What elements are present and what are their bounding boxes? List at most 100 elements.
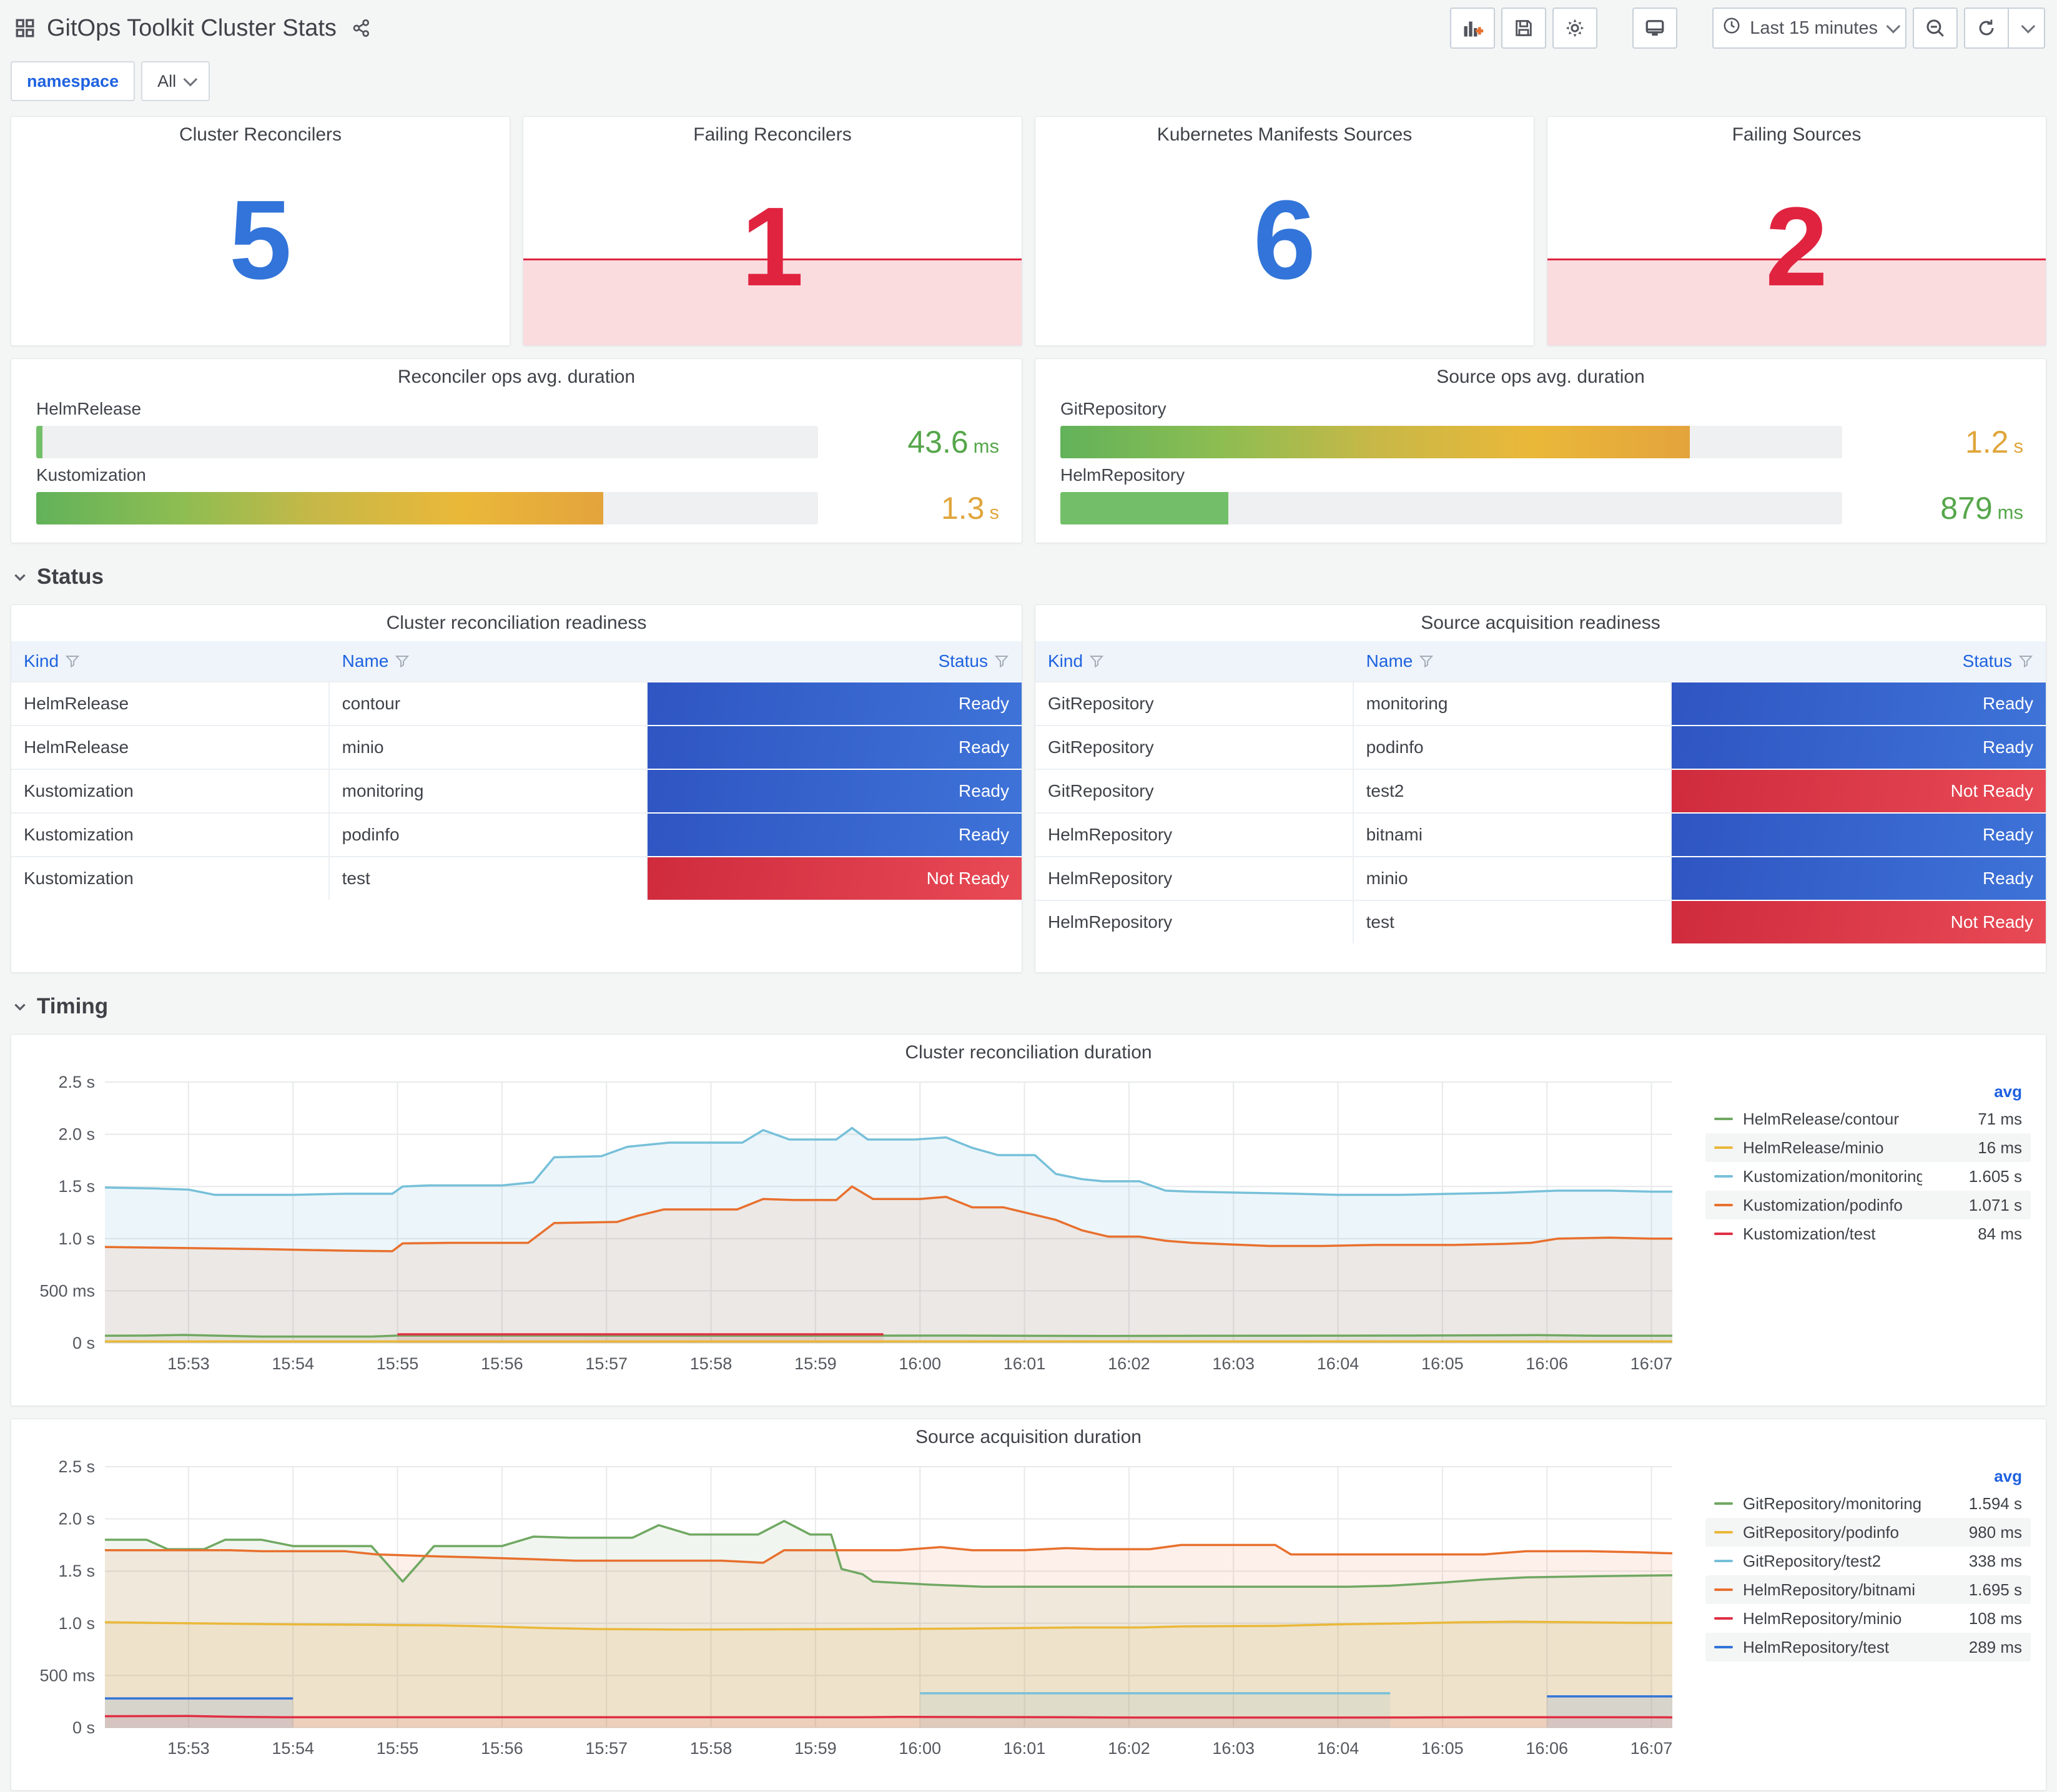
legend-item[interactable]: Kustomization/test 84 ms: [1705, 1219, 2031, 1248]
filter-icon[interactable]: [1089, 654, 1104, 669]
svg-text:16:07: 16:07: [1630, 1739, 1673, 1758]
add-panel-button[interactable]: [1450, 7, 1496, 49]
column-header-kind[interactable]: Kind: [1035, 641, 1354, 681]
svg-text:2.5 s: 2.5 s: [58, 1073, 95, 1091]
gauge-value-number: 879: [1940, 491, 1993, 526]
time-range-picker[interactable]: Last 15 minutes: [1712, 7, 1907, 49]
panel-title[interactable]: Cluster Reconcilers: [179, 124, 342, 145]
status-badge: Ready: [1672, 681, 2046, 725]
bar-gauge: GitRepository 1.2 s HelmRepository 879 ms: [1035, 395, 2046, 543]
cycle-view-mode-button[interactable]: [1632, 7, 1678, 49]
filter-icon[interactable]: [65, 654, 80, 669]
legend-series-name: HelmRelease/minio: [1743, 1138, 1884, 1157]
chart-legend: avg HelmRelease/contour 71 ms HelmRelease/m…: [1705, 1071, 2046, 1406]
gauges-row: Reconciler ops avg. duration HelmRelease…: [11, 346, 2046, 543]
panel-title[interactable]: Source acquisition readiness: [1421, 613, 1660, 633]
legend-swatch: [1714, 1175, 1733, 1178]
legend-avg-header[interactable]: avg: [1994, 1466, 2022, 1485]
time-series-plot[interactable]: 15:53 15:54 15:55 15:56 15:57 15:58 15:59 16:00…: [11, 1071, 1705, 1406]
legend-swatch: [1714, 1233, 1733, 1235]
cell-kind: HelmRelease: [11, 726, 330, 769]
save-dashboard-button[interactable]: [1501, 7, 1547, 49]
refresh-button[interactable]: [1964, 7, 2009, 49]
panel-title[interactable]: Reconciler ops avg. duration: [397, 367, 636, 387]
panel-title[interactable]: Source acquisition duration: [915, 1427, 1142, 1447]
status-badge: Ready: [648, 681, 1022, 725]
legend-item[interactable]: HelmRepository/bitnami 1.695 s: [1705, 1575, 2031, 1604]
cell-name: monitoring: [1354, 682, 1672, 725]
svg-text:0 s: 0 s: [72, 1334, 95, 1352]
legend-item[interactable]: HelmRelease/contour 71 ms: [1705, 1105, 2031, 1133]
stat-panel: Failing Reconcilers 1: [523, 116, 1022, 346]
legend-item[interactable]: HelmRepository/test 289 ms: [1705, 1633, 2031, 1662]
variable-label-namespace[interactable]: namespace: [11, 61, 136, 101]
section-timing[interactable]: Timing: [12, 990, 2046, 1023]
panel-title[interactable]: Failing Reconcilers: [693, 124, 852, 145]
panel-title[interactable]: Cluster reconciliation readiness: [386, 613, 647, 633]
table-row: HelmRelease contour Ready: [11, 681, 1022, 725]
legend-series-name: Kustomization/test: [1743, 1224, 1876, 1243]
panel-title[interactable]: Source ops avg. duration: [1436, 367, 1645, 387]
svg-text:16:01: 16:01: [1004, 1739, 1046, 1758]
legend-item[interactable]: GitRepository/monitoring 1.594 s: [1705, 1489, 2031, 1518]
column-header-name[interactable]: Name: [1354, 641, 1672, 681]
column-header-status[interactable]: Status: [648, 641, 1022, 681]
status-badge: Not Ready: [1672, 769, 2046, 812]
chart-canvas[interactable]: 15:53 15:54 15:55 15:56 15:57 15:58 15:59 16:00…: [11, 1455, 1685, 1763]
cell-name: podinfo: [1354, 726, 1672, 769]
legend-item[interactable]: GitRepository/podinfo 980 ms: [1705, 1518, 2031, 1547]
panel-title[interactable]: Failing Sources: [1732, 124, 1862, 145]
table-header: Kind Name Status: [11, 641, 1022, 681]
panel-source-readiness: Source acquisition readiness Kind Name Sta…: [1035, 604, 2046, 973]
filter-icon[interactable]: [2018, 654, 2033, 669]
legend-item[interactable]: GitRepository/test2 338 ms: [1705, 1547, 2031, 1575]
filter-icon[interactable]: [1419, 654, 1434, 669]
readiness-table: Kind Name Status GitRepository monitoring Rea…: [1035, 641, 2046, 943]
svg-text:16:00: 16:00: [899, 1354, 941, 1373]
legend-series-name: HelmRelease/contour: [1743, 1109, 1900, 1128]
variable-value-dropdown[interactable]: All: [141, 61, 210, 101]
legend-item[interactable]: Kustomization/podinfo 1.071 s: [1705, 1191, 2031, 1219]
svg-text:16:05: 16:05: [1421, 1354, 1464, 1373]
chart-canvas[interactable]: 15:53 15:54 15:55 15:56 15:57 15:58 15:59 16:00…: [11, 1071, 1685, 1378]
gauge-fill: [1060, 492, 1229, 524]
column-header-label: Status: [938, 651, 988, 671]
panel-title[interactable]: Cluster reconciliation duration: [905, 1042, 1152, 1063]
svg-text:16:01: 16:01: [1004, 1354, 1046, 1373]
filter-icon[interactable]: [994, 654, 1009, 669]
legend-series-name: Kustomization/monitoring: [1743, 1166, 1922, 1186]
time-series-plot[interactable]: 15:53 15:54 15:55 15:56 15:57 15:58 15:59 16:00…: [11, 1455, 1705, 1790]
table-row: Kustomization test Not Ready: [11, 856, 1022, 900]
legend-swatch: [1714, 1118, 1733, 1120]
section-status[interactable]: Status: [12, 561, 2046, 593]
threshold-fill-region: [523, 258, 1022, 345]
column-header-kind[interactable]: Kind: [11, 641, 330, 681]
gauge-track: [1060, 426, 1842, 458]
svg-text:15:54: 15:54: [272, 1739, 314, 1758]
stat-panel: Failing Sources 2: [1547, 116, 2046, 346]
refresh-interval-dropdown[interactable]: [2009, 7, 2045, 49]
dashboard-settings-button[interactable]: [1552, 7, 1598, 49]
gauge-fill: [36, 492, 603, 524]
gauge-row: HelmRepository 879 ms: [1060, 465, 2023, 526]
zoom-out-button[interactable]: [1913, 7, 1958, 49]
legend-avg-header[interactable]: avg: [1994, 1081, 2022, 1101]
legend-item[interactable]: HelmRelease/minio 16 ms: [1705, 1133, 2031, 1162]
status-badge: Ready: [648, 725, 1022, 769]
column-header-label: Status: [1962, 651, 2012, 671]
stat-value: 2: [1765, 184, 1828, 310]
filter-icon[interactable]: [395, 654, 410, 669]
chevron-down-icon: [1886, 19, 1901, 34]
column-header-status[interactable]: Status: [1672, 641, 2046, 681]
legend-avg-value: 1.071 s: [1968, 1195, 2022, 1214]
legend-item[interactable]: Kustomization/monitoring 1.605 s: [1705, 1162, 2031, 1191]
gauge-label: GitRepository: [1060, 399, 1167, 418]
share-icon[interactable]: [352, 18, 372, 38]
legend-swatch: [1714, 1204, 1733, 1206]
legend-swatch: [1714, 1560, 1733, 1562]
panel-title[interactable]: Kubernetes Manifests Sources: [1157, 124, 1413, 145]
svg-text:16:02: 16:02: [1108, 1354, 1150, 1373]
column-header-name[interactable]: Name: [330, 641, 648, 681]
table-row: GitRepository test2 Not Ready: [1035, 769, 2046, 812]
legend-item[interactable]: HelmRepository/minio 108 ms: [1705, 1604, 2031, 1633]
